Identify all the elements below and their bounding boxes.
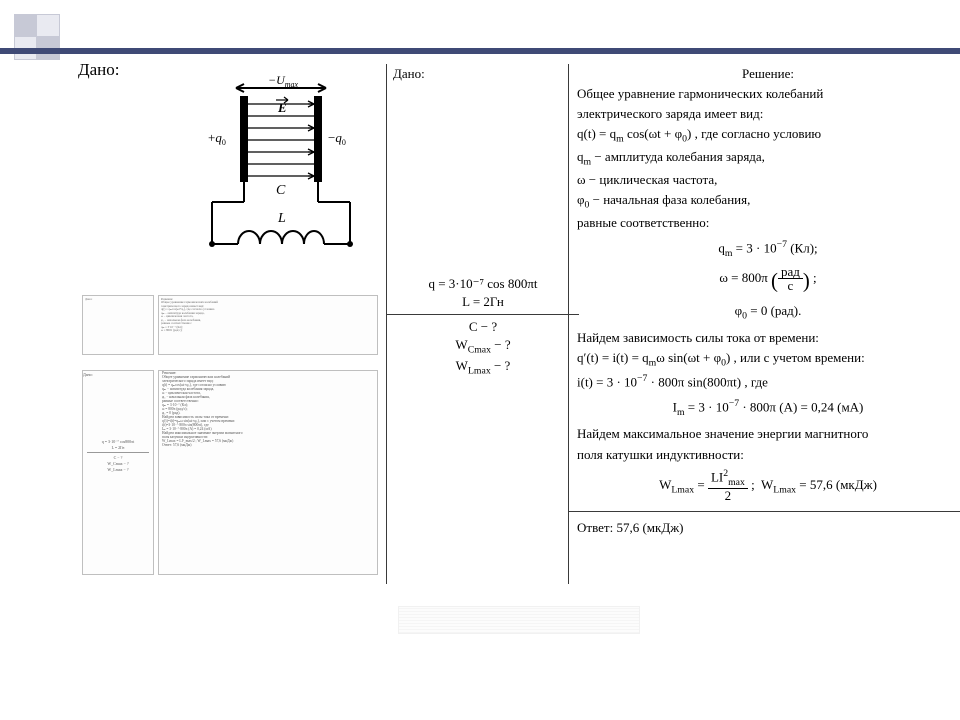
sol-eq-current2: i(t) = 3 · 10−7 · 800π sin(800πt) , где <box>577 371 959 392</box>
sol-energy-intro2: поля катушки индуктивности: <box>577 445 959 465</box>
sol-line-phi: φ0 − начальная фаза колебания, <box>577 190 959 213</box>
svg-text:−Umax: −Umax <box>268 74 299 89</box>
solution-label: Решение: <box>577 64 959 84</box>
eq-C: C − ? <box>393 319 573 335</box>
header-rule <box>0 48 960 54</box>
svg-text:−q0: −q0 <box>328 130 346 147</box>
sol-eq-Im: Im = 3 · 10−7 · 800π (A) = 0,24 (мА) <box>577 396 959 420</box>
sol-eq-current: q′(t) = i(t) = qmω sin(ωt + φ0) , или с … <box>577 348 959 371</box>
sol-WL: WLmax = LI2max2 ; WLmax = 57,6 (мкДж) <box>577 469 959 503</box>
bottom-blur-strip <box>398 606 640 634</box>
eq-WL: WLmax − ? <box>393 358 573 377</box>
thumbnail-pair-2: Дано:q = 3·10⁻⁷ cos800πtL = 2ГнC − ?W_Cm… <box>82 370 378 575</box>
circuit-diagram: −Umax E +q0 −q0 C <box>188 74 373 264</box>
svg-text:L: L <box>277 211 286 226</box>
sol-line-eq: равные соответственно: <box>577 213 959 233</box>
thumbnail-pair-1: Дано: Решение:Общее уравнение гармоничес… <box>82 295 378 355</box>
sol-line-qm: qm − амплитуда колебания заряда, <box>577 147 959 170</box>
sol-eq-general: q(t) = qm cos(ωt + φ0) , где согласно ус… <box>577 124 959 147</box>
svg-text:+q0: +q0 <box>208 130 226 147</box>
panel-given-data: Дано: q = 3·10⁻⁷ cos 800πt L = 2Гн C − ?… <box>386 64 573 584</box>
sol-energy-intro1: Найдем максимальное значение энергии маг… <box>577 424 959 444</box>
answer: Ответ: 57,6 (мкДж) <box>577 518 959 538</box>
sol-val-omega: ω = 800π (радс) ; <box>577 265 959 298</box>
eq-L: L = 2Гн <box>393 294 573 310</box>
panel-solution: Решение: Общее уравнение гармонических к… <box>568 64 959 584</box>
sol-intro1: Общее уравнение гармонических колебаний <box>577 84 959 104</box>
eq-q: q = 3·10⁻⁷ cos 800πt <box>393 276 573 292</box>
sol-current-intro: Найдем зависимость силы тока от времени: <box>577 328 959 348</box>
sol-val-qm: qm = 3 · 10−7 (Кл); <box>577 237 959 261</box>
sol-line-omega: ω − циклическая частота, <box>577 170 959 190</box>
sol-val-phi: φ0 = 0 (рад). <box>577 301 959 324</box>
eq-WC: WCmax − ? <box>393 337 573 356</box>
panel-given-circuit: Дано: −Umax E <box>78 60 378 80</box>
given-label-2: Дано: <box>393 66 573 82</box>
sol-intro2: электрического заряда имеет вид: <box>577 104 959 124</box>
svg-text:C: C <box>276 183 286 198</box>
